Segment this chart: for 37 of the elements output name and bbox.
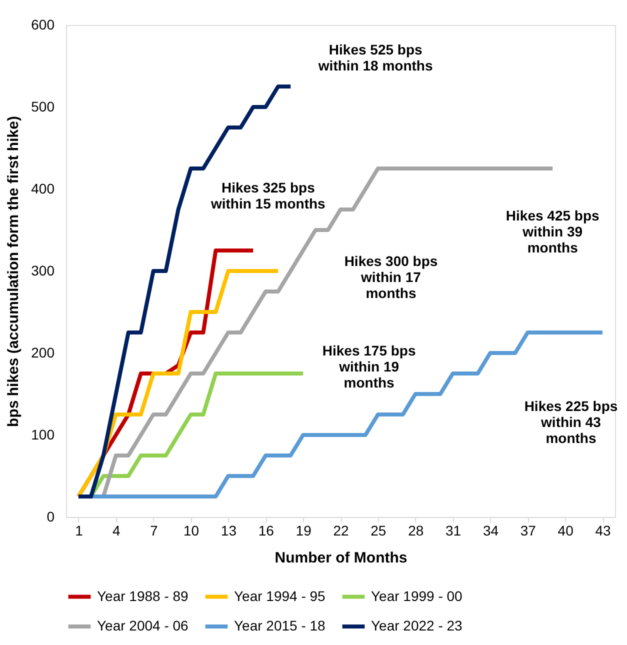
line-series — [76, 269, 280, 498]
x-tick-label: 10 — [183, 522, 200, 538]
x-tick-label: 19 — [296, 522, 312, 538]
x-axis-title: Number of Months — [274, 550, 408, 566]
x-tick-label: 37 — [520, 522, 536, 538]
annotation: Hikes 175 bps within 19 months — [322, 342, 416, 390]
x-tick-label: 34 — [482, 522, 499, 538]
legend-label: Year 2004 - 06 — [97, 618, 189, 634]
y-tick-label: 400 — [31, 180, 55, 196]
y-tick-label: 200 — [31, 344, 55, 360]
x-tick-label: 31 — [446, 522, 462, 538]
annotation: Hikes 300 bps within 17 months — [344, 253, 438, 301]
legend-label: Year 1999 - 00 — [371, 588, 463, 604]
legend-label: Year 2022 - 23 — [371, 618, 463, 634]
x-tick-label: 4 — [112, 522, 121, 538]
x-tick-label: 40 — [558, 522, 574, 538]
annotation: Hikes 425 bps within 39 months — [506, 208, 600, 256]
legend-label: Year 1988 - 89 — [97, 588, 189, 604]
annotation: Hikes 325 bps within 15 months — [210, 180, 326, 212]
x-tick-label: 16 — [258, 522, 274, 538]
legend-label: Year 2015 - 18 — [234, 618, 326, 634]
x-tick-label: 25 — [370, 522, 386, 538]
x-tick-label: 7 — [150, 522, 158, 538]
x-tick-label: 43 — [595, 522, 612, 538]
x-tick-label: 1 — [75, 522, 84, 538]
y-axis-title: bps hikes (accumulation form the first hike) — [5, 116, 22, 427]
y-tick-label: 600 — [31, 16, 55, 32]
annotation: Hikes 525 bps within 18 months — [317, 42, 433, 74]
x-tick-label: 13 — [220, 522, 237, 538]
y-tick-label: 0 — [46, 508, 55, 524]
y-tick-label: 100 — [31, 426, 55, 442]
annotation: Hikes 225 bps within 43 months — [524, 398, 618, 446]
x-tick-label: 22 — [333, 522, 349, 538]
x-tick-label: 28 — [408, 522, 424, 538]
y-tick-label: 500 — [31, 98, 55, 114]
y-tick-label: 300 — [31, 262, 55, 278]
legend-label: Year 1994 - 95 — [234, 588, 326, 604]
